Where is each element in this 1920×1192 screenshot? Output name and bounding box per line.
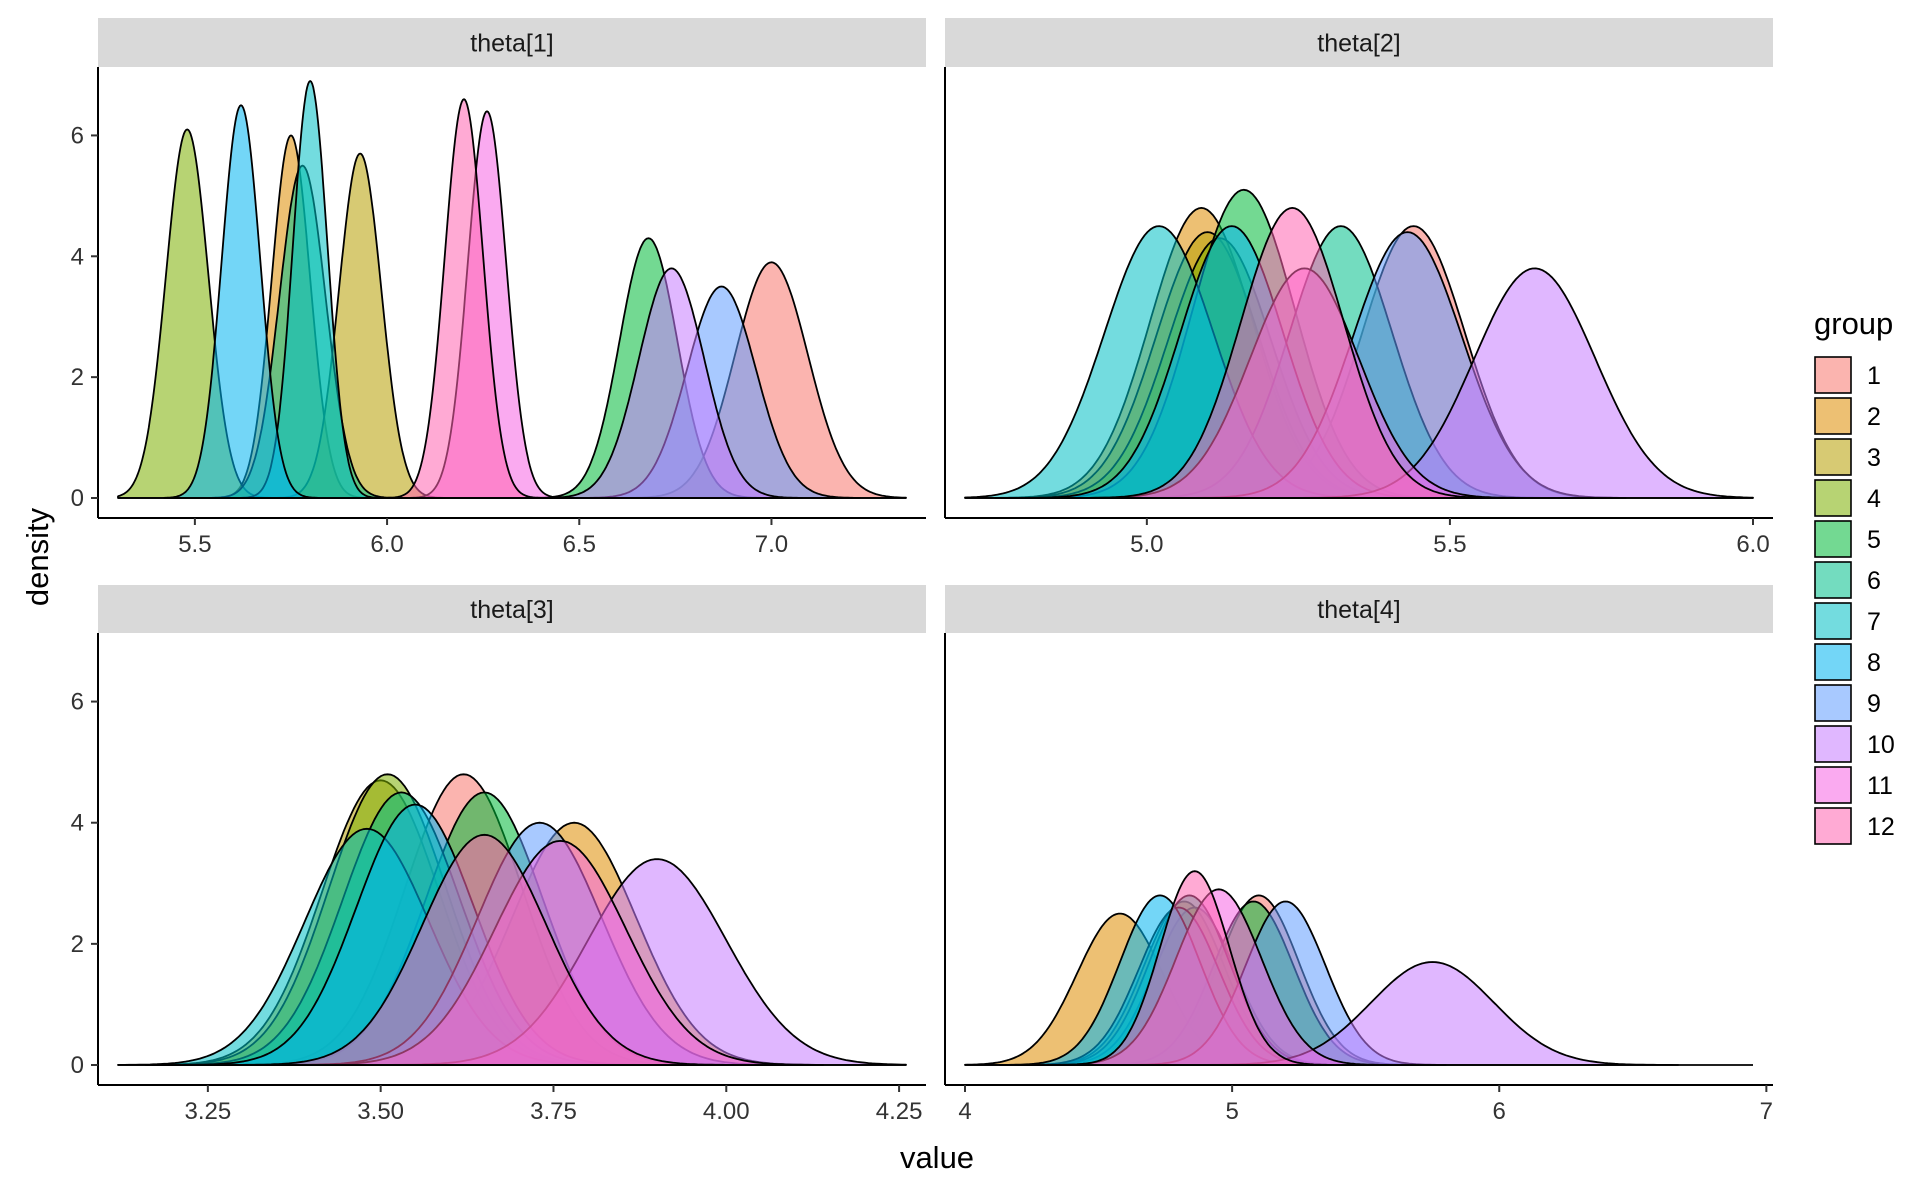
y-axis-title: density xyxy=(20,507,55,606)
legend-item-9: 9 xyxy=(1814,684,1881,722)
facet-strip-label: theta[3] xyxy=(470,596,553,624)
x-tick-label: 5.5 xyxy=(178,531,211,558)
x-tick-label: 5.5 xyxy=(1433,531,1466,558)
legend-label: 7 xyxy=(1867,608,1881,636)
legend-key xyxy=(1814,520,1852,558)
facet-strip-label: theta[1] xyxy=(470,30,553,58)
legend-item-8: 8 xyxy=(1814,643,1881,681)
density-area-group-12 xyxy=(1085,207,1500,499)
x-tick-label: 4.00 xyxy=(703,1098,750,1125)
density-area-group-12 xyxy=(386,98,542,499)
x-tick-label: 4.25 xyxy=(876,1098,923,1125)
legend-label: 1 xyxy=(1867,362,1881,390)
legend-label: 4 xyxy=(1867,485,1881,513)
x-tick-label: 6.0 xyxy=(370,531,403,558)
legend-item-12: 12 xyxy=(1814,807,1895,845)
y-tick-label: 0 xyxy=(71,485,84,512)
density-area-group-12 xyxy=(234,833,735,1066)
legend-item-6: 6 xyxy=(1814,561,1881,599)
legend-key xyxy=(1814,684,1852,722)
legend-title: group xyxy=(1814,306,1893,341)
density-curves xyxy=(117,773,907,1066)
legend-item-3: 3 xyxy=(1814,438,1881,476)
x-axis-title: value xyxy=(900,1140,974,1175)
legend-label: 12 xyxy=(1867,813,1895,841)
legend-item-1: 1 xyxy=(1814,356,1881,394)
y-tick-label: 2 xyxy=(71,364,84,391)
facet-strip xyxy=(945,585,1773,633)
legend-key xyxy=(1814,807,1852,845)
x-tick-label: 5 xyxy=(1225,1098,1238,1125)
legend-item-11: 11 xyxy=(1814,766,1893,804)
x-tick-label: 3.25 xyxy=(185,1098,232,1125)
y-tick-label: 6 xyxy=(71,689,84,716)
x-tick-label: 3.50 xyxy=(357,1098,404,1125)
legend-key xyxy=(1814,479,1852,517)
legend-label: 8 xyxy=(1867,649,1881,677)
y-tick-label: 4 xyxy=(71,243,84,270)
density-area-group-8 xyxy=(163,104,319,499)
legend-item-7: 7 xyxy=(1814,602,1881,640)
facet-panel-1: theta[1] 0 2 4 6 5.5 6.0 6.5 7.0 xyxy=(71,18,926,558)
legend-key xyxy=(1814,438,1852,476)
density-curves xyxy=(964,188,1754,499)
density-area-group-10 xyxy=(539,267,804,499)
legend-label: 2 xyxy=(1867,403,1881,431)
density-curves xyxy=(964,870,1680,1066)
facet-panel-2: theta[2] 5.0 5.5 6.0 xyxy=(944,18,1773,558)
legend-key xyxy=(1814,397,1852,435)
x-tick-label: 4 xyxy=(958,1098,971,1125)
x-tick-label: 3.75 xyxy=(530,1098,577,1125)
legend-label: 10 xyxy=(1867,731,1895,759)
x-tick-label: 7 xyxy=(1760,1098,1773,1125)
x-tick-label: 6 xyxy=(1493,1098,1506,1125)
density-curves xyxy=(117,80,907,499)
x-tick-label: 6.5 xyxy=(563,531,596,558)
facet-panels: theta[1] 0 2 4 6 5.5 6.0 6.5 7.0 theta[2] 5.0 5.5 6.… xyxy=(71,18,1773,1125)
facet-panel-4: theta[4] 4 5 6 7 xyxy=(944,585,1773,1125)
legend-label: 6 xyxy=(1867,567,1881,595)
y-tick-label: 4 xyxy=(71,810,84,837)
legend-key xyxy=(1814,356,1852,394)
legend-key xyxy=(1814,643,1852,681)
facet-strip-label: theta[4] xyxy=(1317,596,1400,624)
legend-item-4: 4 xyxy=(1814,479,1881,517)
facet-strip xyxy=(98,585,926,633)
facet-panel-3: theta[3] 0 2 4 6 3.25 3.50 3.75 4.00 4.25 xyxy=(71,585,926,1125)
facet-strip xyxy=(945,18,1773,67)
legend-item-2: 2 xyxy=(1814,397,1881,435)
legend-label: 9 xyxy=(1867,690,1881,718)
legend-label: 11 xyxy=(1867,772,1893,800)
y-tick-label: 6 xyxy=(71,122,84,149)
density-area-group-12 xyxy=(1054,870,1335,1066)
legend-key xyxy=(1814,725,1852,763)
legend-key xyxy=(1814,766,1852,804)
legend-label: 5 xyxy=(1867,526,1881,554)
legend-label: 3 xyxy=(1867,444,1881,472)
y-tick-label: 0 xyxy=(71,1052,84,1079)
x-tick-label: 5.0 xyxy=(1130,531,1163,558)
legend-key xyxy=(1814,561,1852,599)
legend-key xyxy=(1814,602,1852,640)
legend-item-5: 5 xyxy=(1814,520,1881,558)
legend-item-10: 10 xyxy=(1814,725,1895,763)
x-tick-label: 7.0 xyxy=(755,531,788,558)
x-tick-label: 6.0 xyxy=(1736,531,1769,558)
facet-strip xyxy=(98,18,926,67)
facet-strip-label: theta[2] xyxy=(1317,30,1400,58)
y-tick-label: 2 xyxy=(71,931,84,958)
